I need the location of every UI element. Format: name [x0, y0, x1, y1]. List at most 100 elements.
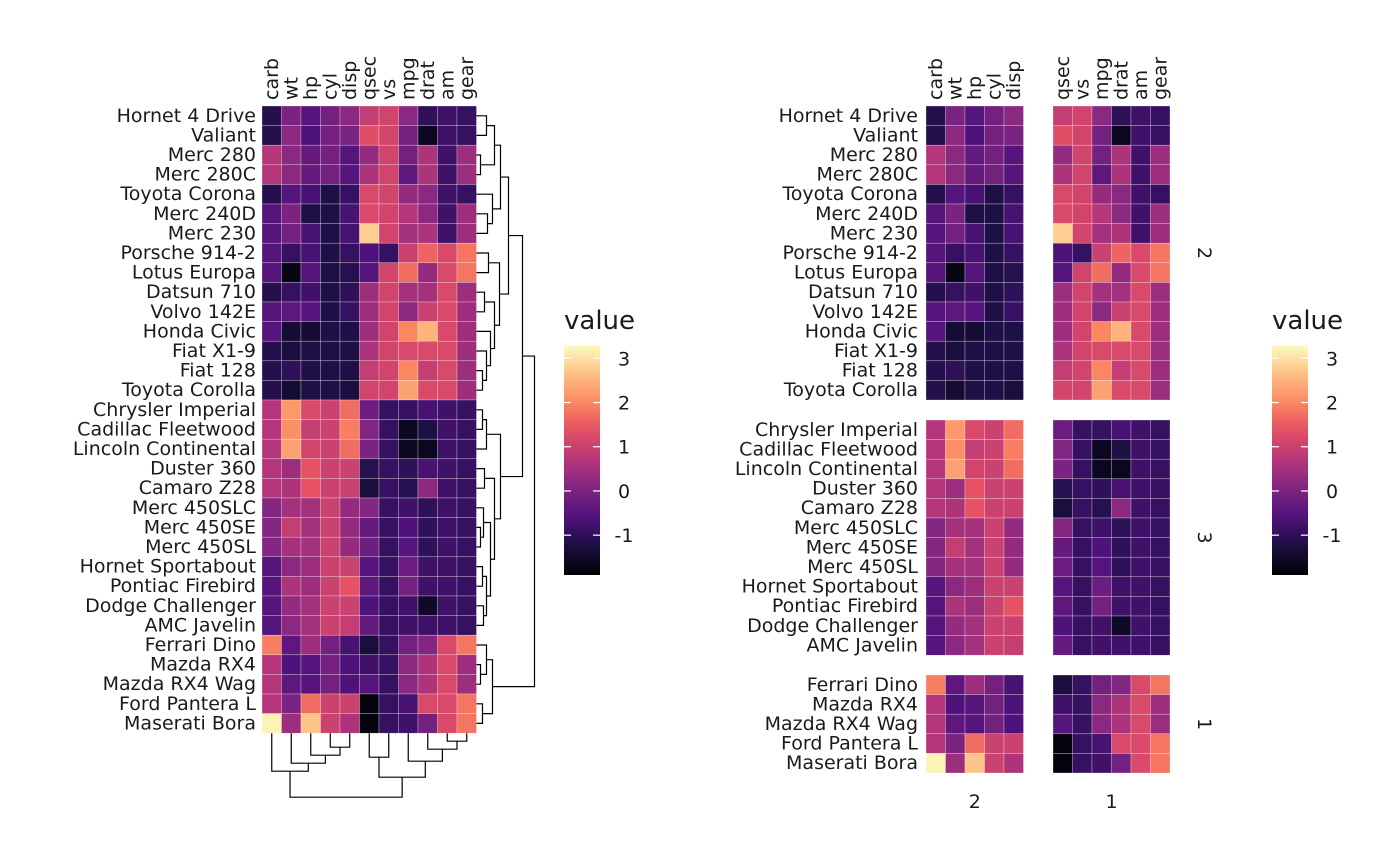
split-heatmap-cell	[964, 458, 985, 480]
split-heatmap-cell	[925, 340, 946, 362]
legend-tick-label: 0	[1326, 481, 1338, 503]
row-label-fiat-x1-9: Fiat X1-9	[172, 340, 256, 362]
heatmap-cell	[359, 164, 380, 185]
column-dendrogram-link	[271, 733, 309, 772]
heatmap-cell	[339, 497, 360, 518]
heatmap-cell	[261, 203, 282, 224]
split-heatmap-cell	[1003, 517, 1024, 538]
heatmap-cell	[300, 713, 321, 734]
heatmap-cell	[398, 125, 419, 146]
split-heatmap-cell	[984, 340, 1005, 362]
heatmap-cell	[300, 321, 321, 342]
heatmap-cell	[359, 458, 380, 479]
split-heatmap-cell	[1003, 576, 1024, 597]
row-dendrogram-link	[476, 154, 482, 176]
heatmap-cell	[261, 399, 282, 420]
split-heatmap-cell	[964, 733, 985, 754]
split-heatmap-cell	[1091, 576, 1112, 597]
heatmap-cell	[398, 458, 419, 479]
heatmap-cell	[300, 595, 321, 616]
column-dendrogram-link	[378, 757, 426, 778]
split-row-label-ferrari-dino: Ferrari Dino	[807, 674, 918, 696]
split-heatmap-cell	[1003, 164, 1024, 185]
split-heatmap-cell	[1003, 262, 1024, 283]
split-heatmap-cell	[1003, 733, 1024, 754]
heatmap-cell	[456, 517, 477, 538]
split-heatmap-cell	[925, 164, 946, 185]
split-heatmap-cell	[945, 223, 966, 244]
split-heatmap-cell	[1003, 478, 1024, 499]
split-heatmap-cell	[1130, 340, 1151, 362]
heatmap-cell	[398, 144, 419, 166]
heatmap-cell	[378, 674, 399, 695]
split-heatmap-cell	[984, 144, 1005, 166]
split-heatmap-cell	[1111, 419, 1132, 440]
split-heatmap-cell	[925, 733, 946, 754]
heatmap-cell	[261, 301, 282, 322]
column-dendrogram-link	[368, 733, 390, 758]
split-heatmap-cell	[1052, 105, 1073, 126]
heatmap-cell	[417, 576, 438, 597]
heatmap-cell	[281, 301, 302, 322]
heatmap-cell	[359, 301, 380, 322]
split-heatmap-cell	[925, 282, 946, 303]
split-heatmap-cell	[1052, 340, 1073, 362]
split-heatmap-cell	[984, 458, 1005, 480]
heatmap-cell	[320, 693, 341, 714]
split-heatmap-cell	[1111, 203, 1132, 224]
heatmap-cell	[261, 517, 282, 538]
row-label-merc-450slc: Merc 450SLC	[132, 497, 256, 519]
split-row-label-fiat-128: Fiat 128	[842, 360, 918, 382]
split-heatmap-cell	[1111, 439, 1132, 460]
split-heatmap-cell	[1111, 242, 1132, 264]
split-heatmap-cell	[1003, 458, 1024, 480]
split-heatmap-cell	[1130, 576, 1151, 597]
split-heatmap-cell	[964, 615, 985, 636]
column-label-qsec: qsec	[358, 56, 380, 100]
column-label-carb: carb	[261, 58, 283, 100]
split-heatmap-cell	[1072, 753, 1093, 774]
split-heatmap-cell	[1072, 164, 1093, 185]
heatmap-cell	[378, 478, 399, 499]
split-row-label-porsche-914-2: Porsche 914-2	[782, 242, 918, 264]
split-row-label-merc-230: Merc 230	[830, 222, 918, 244]
heatmap-cell	[456, 203, 477, 224]
split-heatmap-cell	[1111, 301, 1132, 322]
heatmap-cell	[456, 556, 477, 577]
legend-right: value 3 2 1 0 -1	[1272, 306, 1343, 575]
split-heatmap-cell	[945, 105, 966, 126]
split-row-label-mazda-rx4-wag: Mazda RX4 Wag	[765, 713, 918, 735]
heatmap-cell	[320, 556, 341, 577]
split-heatmap-cell	[984, 419, 1005, 440]
heatmap-cell	[261, 164, 282, 185]
split-heatmap-cell	[1052, 262, 1073, 283]
heatmap-cell	[339, 144, 360, 166]
heatmap-cell	[456, 654, 477, 675]
split-heatmap-cell	[1003, 380, 1024, 401]
split-heatmap-cell	[925, 105, 946, 126]
split-heatmap-cell	[925, 439, 946, 460]
split-heatmap-cell	[925, 203, 946, 224]
split-heatmap-cell	[964, 223, 985, 244]
heatmap-cell	[339, 105, 360, 126]
heatmap-cell	[339, 478, 360, 499]
split-heatmap-cell	[945, 360, 966, 381]
split-heatmap-cell	[1130, 380, 1151, 401]
split-heatmap-cell	[945, 262, 966, 283]
heatmap-cell	[281, 105, 302, 126]
split-heatmap-cell	[984, 360, 1005, 381]
heatmap-cell	[437, 164, 458, 185]
split-heatmap-cell	[1111, 576, 1132, 597]
heatmap-cell	[398, 223, 419, 244]
split-heatmap-cell	[1111, 674, 1132, 695]
heatmap-cell	[281, 478, 302, 499]
split-heatmap-cell	[984, 674, 1005, 695]
split-heatmap-cell	[1072, 635, 1093, 656]
heatmap-cell	[359, 125, 380, 146]
split-heatmap-cell	[1150, 596, 1171, 617]
split-heatmap-cell	[964, 360, 985, 381]
split-heatmap-cell	[1111, 635, 1132, 656]
row-dendrogram-link	[476, 370, 484, 391]
heatmap-cell	[456, 282, 477, 303]
heatmap-cell	[398, 654, 419, 675]
